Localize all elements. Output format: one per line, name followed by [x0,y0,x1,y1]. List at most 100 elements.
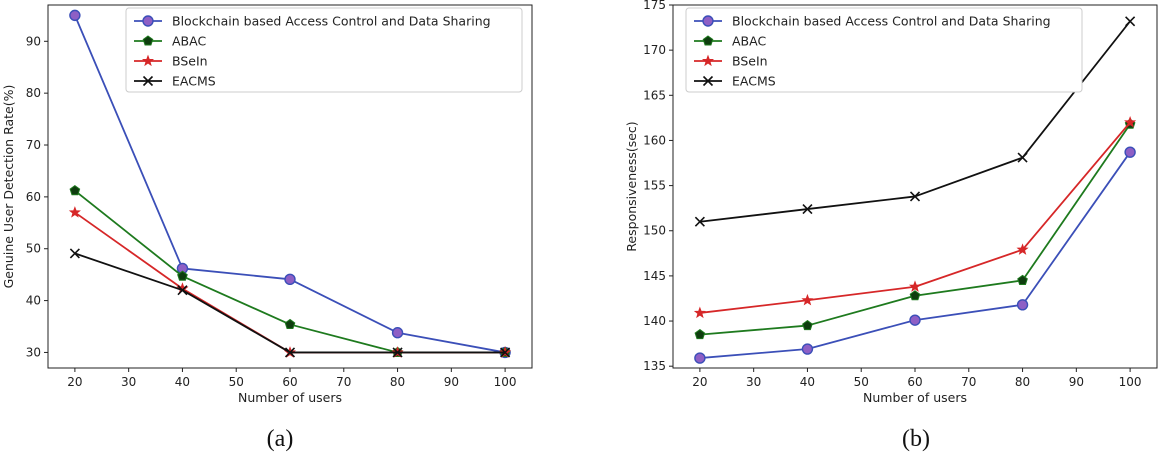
legend-box [125,7,523,93]
x-axis: 20 30 40 50 60 70 80 90 100 [67,368,517,389]
data-point [177,270,188,281]
legend-marker [142,35,154,46]
legend-label: BSeIn [732,54,768,69]
y-tick-label: 70 [26,138,41,152]
data-point [802,204,813,215]
data-point [1017,274,1028,285]
x-tick-label: 20 [692,375,707,389]
legend-label: Blockchain based Access Control and Data… [732,14,1051,29]
x-tick-label: 60 [907,375,922,389]
legend-entry: EACMS [134,74,216,89]
series-line [74,252,506,354]
x-tick-label: 90 [444,375,459,389]
data-point [391,327,404,339]
data-point [177,285,188,296]
y-axis-label: Genuine User Detection Rate(%) [1,85,16,289]
x-tick-label: 50 [229,375,244,389]
data-point [1124,146,1136,158]
series-abac [69,185,511,357]
legend-marker [142,75,154,87]
y-tick-label: 150 [643,224,666,238]
y-tick-label: 175 [643,0,666,12]
y-tick-label: 50 [26,242,41,256]
subfigure-caption: (b) [902,426,930,452]
data-point [909,290,921,301]
series-line [699,123,1131,336]
data-point [1017,152,1028,163]
data-point [908,280,922,292]
data-point [1125,16,1136,27]
legend-label: Blockchain based Access Control and Data… [172,14,491,29]
x-tick-label: 100 [494,375,517,389]
y-axis-label: Responsiveness(sec) [624,121,639,251]
x-tick-label: 80 [1015,375,1030,389]
series-bsein [693,116,1137,319]
data-point [392,347,403,358]
y-tick-label: 80 [26,86,41,100]
y-axis: 135 140 145 150 155 160 165 170 175 [643,0,673,373]
x-tick-label: 40 [800,375,815,389]
x-tick-label: 90 [1069,375,1084,389]
data-point [694,352,706,364]
legend-marker [141,54,155,67]
x-tick-label: 80 [390,375,405,389]
legend-entry: BSeIn [134,54,208,69]
legend-marker [701,54,715,67]
legend-marker [702,35,714,46]
x-tick-label: 100 [1119,375,1142,389]
legend-entry: ABAC [694,34,766,49]
data-point [500,347,511,358]
x-tick-label: 70 [961,375,976,389]
data-point [694,328,706,340]
legend-entry: Blockchain based Access Control and Data… [134,14,491,29]
x-tick-label: 30 [121,375,136,389]
data-point [69,248,80,259]
legend: Blockchain based Access Control and Data… [125,7,523,93]
legend-entry: BSeIn [694,54,768,69]
data-point [284,273,296,286]
legend-entry: Blockchain based Access Control and Data… [694,14,1051,29]
y-tick-label: 30 [26,345,41,359]
data-point [694,216,705,227]
data-point [69,9,81,22]
data-point [909,314,921,326]
data-point [284,347,296,358]
x-axis-label: Number of users [238,390,342,405]
x-axis: 20 30 40 50 60 70 80 90 100 [692,368,1142,389]
data-point [693,306,706,319]
x-axis-label: Number of users [863,390,967,405]
legend-marker [702,75,714,87]
data-point [1016,299,1029,311]
y-tick-label: 160 [643,133,666,147]
data-point [68,206,81,218]
legend: Blockchain based Access Control and Data… [685,7,1083,93]
legend-label: BSeIn [172,54,208,69]
x-tick-label: 70 [336,375,351,389]
data-point [1016,243,1029,255]
data-point [801,293,814,306]
x-tick-label: 50 [854,375,869,389]
chart-b: 20 30 40 50 60 70 80 90 100 135 140 145 150 155 160 165… [624,0,1158,452]
subfigure-caption: (a) [267,426,294,452]
y-tick-label: 135 [643,359,666,373]
data-point [802,319,813,331]
series-blockchain-based-access-control-and-data-sharing [694,146,1136,364]
series-eacms [69,248,511,358]
data-point [284,318,296,329]
chart-a: 20 30 40 50 60 70 80 90 100 30 40 50 60 70 80 90 Number … [1,4,533,452]
data-point [909,191,921,202]
y-tick-label: 60 [26,190,41,204]
y-tick-label: 145 [643,269,666,283]
y-tick-label: 140 [643,314,666,328]
legend-label: EACMS [172,74,216,89]
data-point [801,343,814,355]
data-point [1124,116,1137,128]
series-line [699,151,1131,359]
legend-entry: ABAC [134,34,206,49]
legend-marker [702,15,714,27]
y-tick-label: 155 [643,179,666,193]
y-axis: 30 40 50 60 70 80 90 [26,34,48,359]
x-tick-label: 20 [67,375,82,389]
legend-box [685,7,1083,93]
